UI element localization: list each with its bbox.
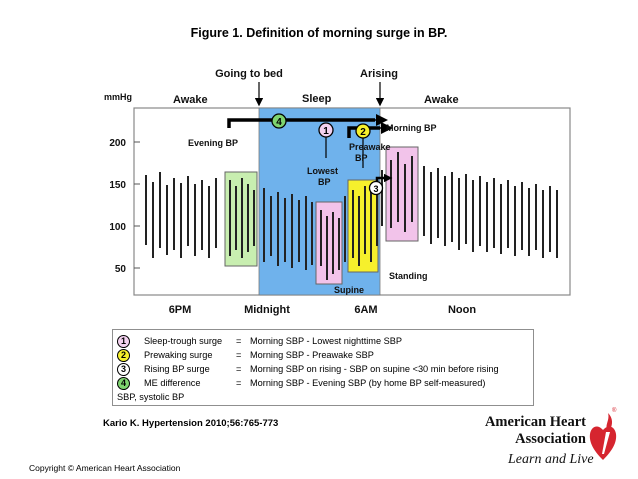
- lowest-bp-label-1: Lowest: [307, 166, 338, 176]
- legend-row-2: 2 Prewaking surge = Morning SBP - Preawa…: [117, 348, 374, 362]
- morning-bp-label: Morning BP: [386, 123, 437, 133]
- preawake-bp-label-1: Preawake: [349, 142, 391, 152]
- y-tick-label-50: 50: [115, 264, 127, 275]
- aha-logo-tagline: Learn and Live: [508, 452, 594, 467]
- lowest-bp-label-2: BP: [318, 177, 331, 187]
- legend-def-1: Morning SBP - Lowest nighttime SBP: [250, 336, 403, 346]
- y-tick-label-150: 150: [109, 180, 126, 191]
- legend-name-3: Rising BP surge: [144, 364, 210, 374]
- legend-def-3: Morning SBP on rising - SBP on supine <3…: [250, 364, 499, 374]
- legend-name-1: Sleep-trough surge: [144, 336, 223, 346]
- me-difference-bracket: [227, 118, 375, 128]
- sleep-label: Sleep: [302, 93, 332, 105]
- marker-3-label: 3: [373, 184, 378, 194]
- legend-eq-1: =: [236, 336, 242, 346]
- aha-logo-line1: American Heart: [484, 414, 586, 430]
- legend-box: 1 Sleep-trough surge = Morning SBP - Low…: [112, 329, 534, 406]
- x-tick-label-noon: Noon: [448, 304, 476, 316]
- going-to-bed-label: Going to bed: [215, 68, 283, 80]
- registered-mark: ®: [612, 408, 617, 414]
- marker-4-label: 4: [276, 117, 282, 128]
- standing-label: Standing: [389, 271, 428, 281]
- legend-footnote-text: SBP, systolic BP: [117, 392, 185, 402]
- bp-readings: [145, 152, 558, 280]
- y-tick-label-100: 100: [109, 222, 126, 233]
- marker-2-label: 2: [360, 127, 366, 138]
- marker-3-circle: [368, 180, 384, 196]
- torch-heart-icon: [589, 413, 617, 460]
- y-unit-label: mmHg: [104, 92, 132, 102]
- arising-label: Arising: [360, 68, 398, 80]
- legend-row-3: 3 Rising BP surge = Morning SBP on risin…: [117, 362, 499, 376]
- legend-row-1: 1 Sleep-trough surge = Morning SBP - Low…: [117, 334, 402, 348]
- legend-badge-1: 1: [117, 334, 130, 348]
- awake-right-label: Awake: [424, 94, 459, 106]
- x-tick-label-6am: 6AM: [354, 304, 377, 316]
- evening-bp-label: Evening BP: [188, 138, 238, 148]
- legend-eq-2: =: [236, 350, 242, 360]
- aha-logo: American Heart Association Learn and Liv…: [468, 408, 618, 472]
- marker-4-circle: [271, 113, 287, 129]
- awake-left-label: Awake: [173, 94, 208, 106]
- marker-1-label: 1: [323, 126, 329, 137]
- legend-def-2: Morning SBP - Preawake SBP: [250, 350, 374, 360]
- y-tick-label-200: 200: [109, 138, 126, 149]
- supine-label: Supine: [334, 285, 364, 295]
- citation: Kario K. Hypertension 2010;56:765-773: [103, 418, 279, 429]
- legend-badge-2: 2: [117, 348, 130, 362]
- legend-name-2: Prewaking surge: [144, 350, 213, 360]
- legend-name-4: ME difference: [144, 378, 201, 388]
- legend-badge-3: 3: [117, 362, 130, 376]
- figure-title: Figure 1. Definition of morning surge in…: [190, 26, 448, 40]
- legend-row-4: 4 ME difference = Morning SBP - Evening …: [117, 376, 485, 390]
- legend-eq-3: =: [236, 364, 242, 374]
- legend-badge-4: 4: [117, 376, 130, 390]
- x-tick-label-6pm: 6PM: [169, 304, 192, 316]
- marker-2-circle: [355, 123, 371, 139]
- preawake-bp-label-2: BP: [355, 153, 368, 163]
- legend-def-4: Morning SBP - Evening SBP (by home BP se…: [250, 378, 486, 388]
- legend-eq-4: =: [236, 378, 242, 388]
- legend-footnote: SBP, systolic BP: [117, 390, 184, 404]
- bp-diagram: 4 1 2 3 Going to bed Arising mmHg Awake …: [104, 68, 571, 316]
- aha-logo-line2: Association: [515, 431, 586, 447]
- marker-1-circle: [318, 122, 334, 138]
- x-tick-label-midnight: Midnight: [244, 304, 290, 316]
- copyright-notice: Copyright © American Heart Association: [29, 463, 181, 473]
